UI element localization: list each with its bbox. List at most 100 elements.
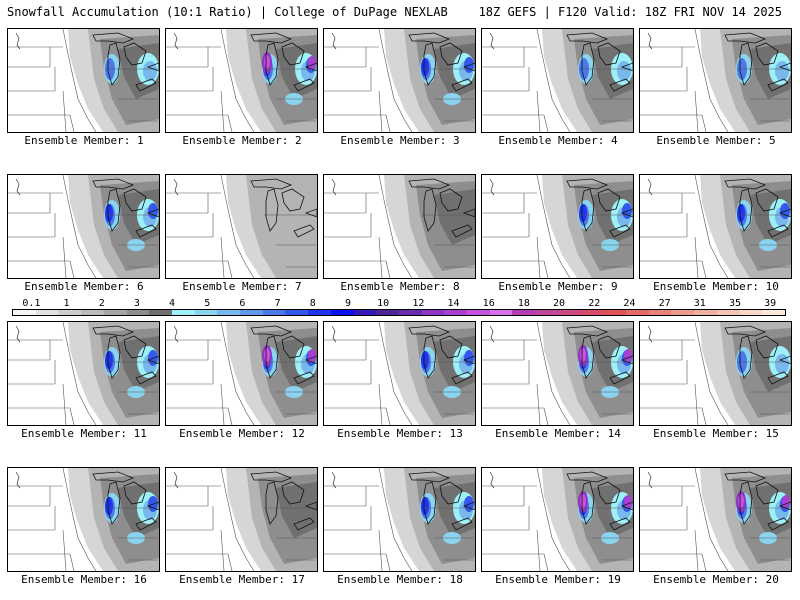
color-scale-swatch — [625, 310, 649, 315]
color-scale-swatch — [103, 310, 127, 315]
snowfall-map — [640, 29, 791, 132]
color-scale-swatch — [262, 310, 286, 315]
ensemble-member-label: Ensemble Member: 8 — [340, 280, 460, 293]
ensemble-member-label: Ensemble Member: 7 — [182, 280, 302, 293]
snowfall-map — [482, 322, 633, 425]
color-scale-swatch — [716, 310, 740, 315]
color-scale-swatch — [194, 310, 218, 315]
color-scale-tick-label: 6 — [239, 298, 246, 309]
snowfall-map — [8, 468, 159, 571]
color-scale-tick-label: 10 — [377, 298, 390, 309]
snowfall-map — [8, 29, 159, 132]
ensemble-map-panel — [165, 321, 318, 426]
ensemble-map-panel — [639, 174, 792, 279]
ensemble-map-panel — [481, 28, 634, 133]
ensemble-map-panel — [639, 467, 792, 572]
color-scale-swatch — [444, 310, 468, 315]
ensemble-map-panel — [481, 467, 634, 572]
ensemble-member-label: Ensemble Member: 9 — [498, 280, 618, 293]
ensemble-member-label: Ensemble Member: 5 — [656, 134, 776, 147]
color-scale-swatch — [35, 310, 59, 315]
color-scale-tick-label: 35 — [728, 298, 742, 309]
color-scale-swatch — [580, 310, 604, 315]
color-scale-swatch — [671, 310, 695, 315]
color-scale-tick-label: 3 — [133, 298, 140, 309]
color-scale-tick-label: 12 — [412, 298, 425, 309]
chart-title: Snowfall Accumulation (10:1 Ratio) | Col… — [7, 5, 448, 19]
color-scale-swatch — [739, 310, 763, 315]
color-scale-swatch — [421, 310, 445, 315]
snowfall-map — [166, 468, 317, 571]
ensemble-member-label: Ensemble Member: 13 — [337, 427, 463, 440]
color-scale-swatch — [557, 310, 581, 315]
ensemble-map-panel — [7, 321, 160, 426]
color-scale-tick-label: 5 — [204, 298, 211, 309]
ensemble-map-panel — [639, 28, 792, 133]
color-scale-swatch — [13, 310, 36, 315]
color-scale-tick-label: 4 — [169, 298, 176, 309]
ensemble-map-panel — [323, 174, 476, 279]
color-scale-swatch — [694, 310, 717, 315]
ensemble-map-panel — [323, 467, 476, 572]
ensemble-map-panel — [481, 174, 634, 279]
color-scale-swatch — [603, 310, 626, 315]
color-scale-tick-label: 7 — [274, 298, 281, 309]
valid-time-label: 18Z GEFS | F120 Valid: 18Z FRI NOV 14 20… — [478, 5, 782, 19]
snowfall-map — [324, 468, 475, 571]
ensemble-member-label: Ensemble Member: 20 — [653, 573, 779, 586]
color-scale-swatch — [330, 310, 354, 315]
ensemble-map-panel — [165, 174, 318, 279]
ensemble-map-panel — [323, 321, 476, 426]
ensemble-member-label: Ensemble Member: 12 — [179, 427, 305, 440]
ensemble-member-label: Ensemble Member: 6 — [24, 280, 144, 293]
snowfall-map — [324, 175, 475, 278]
ensemble-member-label: Ensemble Member: 4 — [498, 134, 618, 147]
color-scale-tick-label: 9 — [344, 298, 351, 309]
color-scale-tick-label: 14 — [447, 298, 460, 309]
snowfall-map — [482, 29, 633, 132]
snowfall-map — [640, 468, 791, 571]
color-scale-swatch — [353, 310, 377, 315]
color-scale-tick-label: 8 — [309, 298, 316, 309]
snowfall-map — [8, 175, 159, 278]
ensemble-member-label: Ensemble Member: 14 — [495, 427, 621, 440]
color-scale-swatch — [171, 310, 195, 315]
snowfall-map — [166, 322, 317, 425]
ensemble-member-label: Ensemble Member: 19 — [495, 573, 621, 586]
color-scale-tick-label: 22 — [588, 298, 601, 309]
color-scale-tick-label: 16 — [482, 298, 495, 309]
color-scale-swatch — [398, 310, 422, 315]
color-scale-tick-label: 1 — [63, 298, 70, 309]
color-scale-swatch — [285, 310, 309, 315]
color-scale-tick-label: 18 — [517, 298, 530, 309]
color-scale-swatch — [648, 310, 672, 315]
color-scale-swatch — [535, 310, 558, 315]
color-scale-tick-label: 27 — [658, 298, 671, 309]
color-scale-ticks: 0.1 1 2 3 4 5 6 7 8 9 10 12 14 16 18 20 22 24 27 31 35 39 — [12, 298, 786, 310]
snowfall-map — [482, 468, 633, 571]
ensemble-member-label: Ensemble Member: 10 — [653, 280, 779, 293]
ensemble-map-panel — [639, 321, 792, 426]
ensemble-map-panel — [323, 28, 476, 133]
color-scale-swatch — [762, 310, 785, 315]
ensemble-map-panel — [7, 467, 160, 572]
ensemble-member-label: Ensemble Member: 2 — [182, 134, 302, 147]
color-scale-swatch — [217, 310, 241, 315]
ensemble-member-label: Ensemble Member: 16 — [21, 573, 147, 586]
color-scale-swatch — [240, 310, 263, 315]
color-scale-swatch — [489, 310, 513, 315]
color-scale-tick-label: 24 — [623, 298, 636, 309]
ensemble-member-label: Ensemble Member: 15 — [653, 427, 779, 440]
snowfall-map — [324, 29, 475, 132]
snowfall-map — [166, 29, 317, 132]
ensemble-map-panel — [481, 321, 634, 426]
color-scale-tick-label: 31 — [693, 298, 706, 309]
ensemble-map-panel — [7, 174, 160, 279]
snowfall-map — [324, 322, 475, 425]
ensemble-member-label: Ensemble Member: 1 — [24, 134, 144, 147]
color-scale-tick-label: 20 — [553, 298, 566, 309]
color-scale-swatch — [126, 310, 150, 315]
color-scale-tick-label: 39 — [764, 298, 777, 309]
ensemble-map-panel — [7, 28, 160, 133]
snowfall-map — [640, 175, 791, 278]
